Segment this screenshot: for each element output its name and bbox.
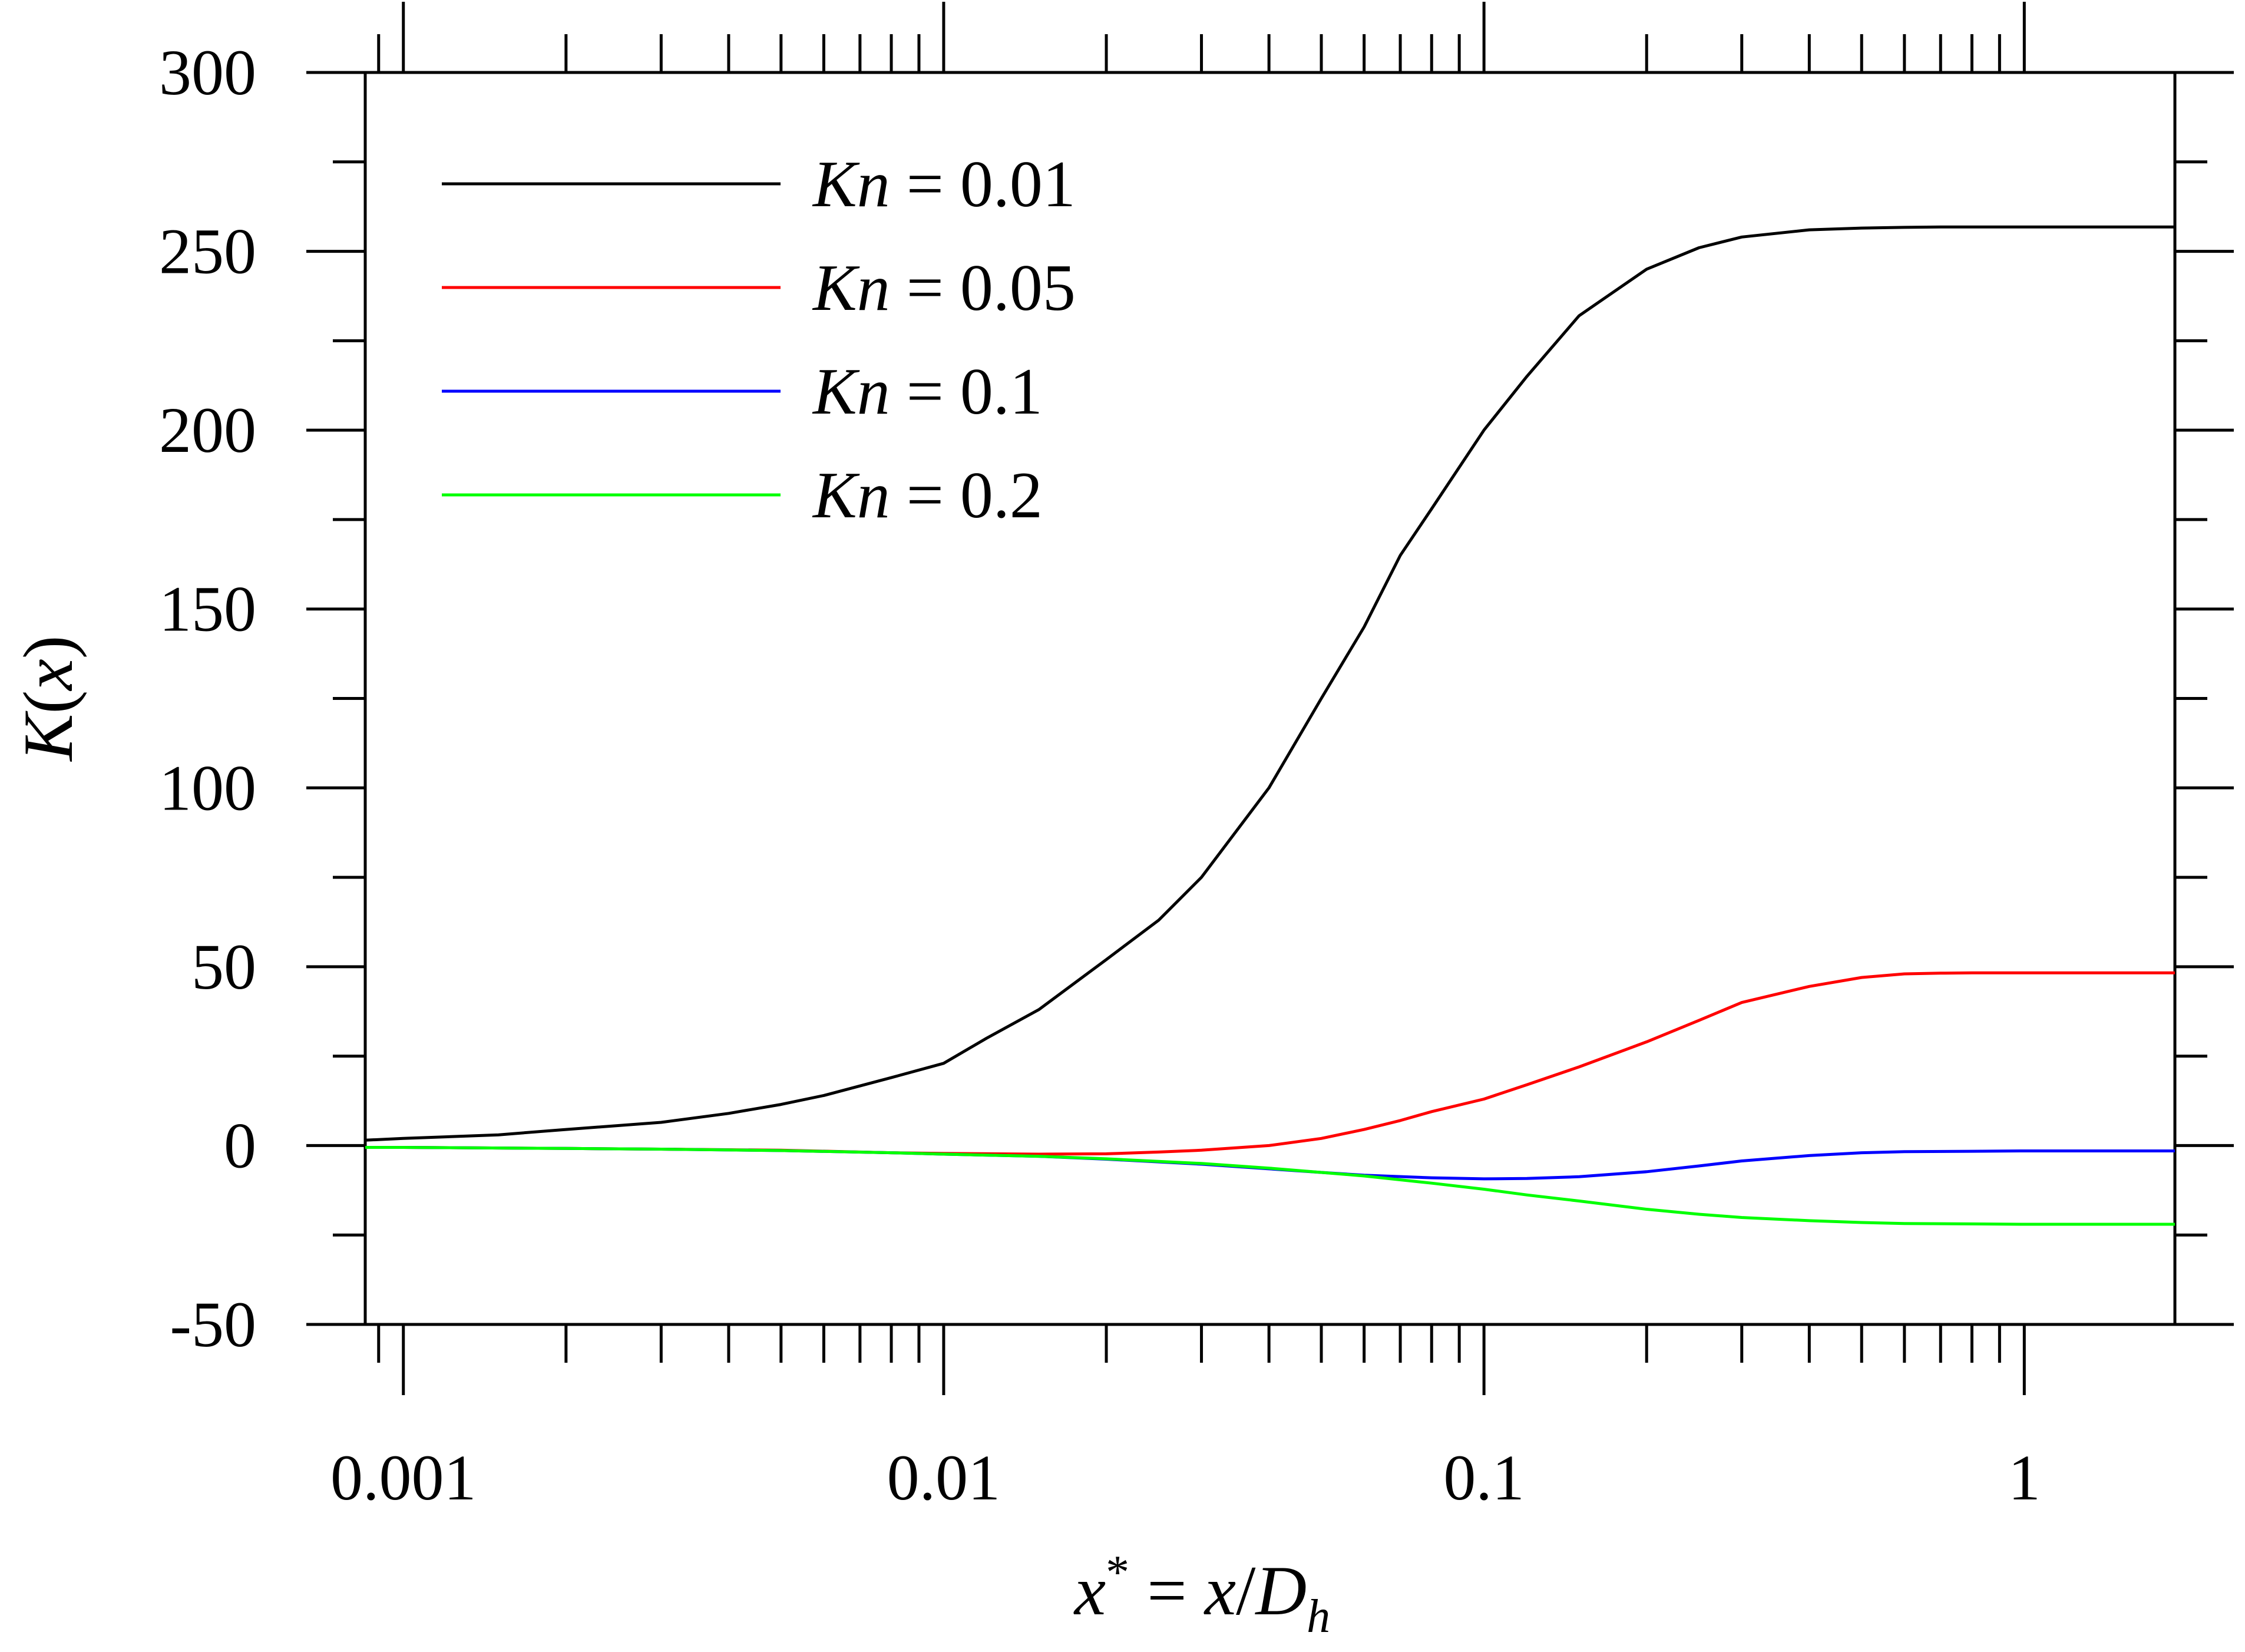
x-axis-title: x* = x/Dh	[1073, 1547, 1330, 1643]
y-tick-label: 50	[191, 931, 256, 1003]
legend-label: Kn = 0.01	[812, 148, 1076, 221]
plot-frame	[363, 71, 2177, 1326]
y-tick-label: -50	[170, 1288, 256, 1360]
legend-label: Kn = 0.1	[812, 355, 1043, 428]
y-axis-title: K(x)	[9, 635, 87, 762]
legend-label: Kn = 0.2	[812, 459, 1043, 532]
y-tick-label: 300	[159, 37, 256, 108]
y-tick-label: 200	[159, 394, 256, 466]
y-tick-label: 100	[159, 752, 256, 824]
tick-labels: 0.001 0.01 0.1 1 -50 0 50 100 150 200 250 300	[159, 37, 2041, 1514]
y-tick-label: 150	[159, 573, 256, 645]
x-tick-label: 0.1	[1443, 1442, 1525, 1514]
y-tick-label: 0	[224, 1109, 256, 1181]
series-lines	[365, 225, 2175, 1226]
x-tick-label: 1	[2008, 1442, 2041, 1514]
series-line	[365, 971, 2175, 1156]
series-line	[365, 1146, 2175, 1226]
x-tick-label: 0.01	[887, 1442, 1001, 1514]
ticks	[306, 2, 2234, 1395]
legend-label: Kn = 0.05	[812, 252, 1076, 325]
series-line	[365, 1146, 2175, 1181]
y-tick-label: 250	[159, 216, 256, 288]
series-line	[365, 225, 2175, 1142]
legend: Kn = 0.01 Kn = 0.05 Kn = 0.1 Kn = 0.2	[442, 148, 1076, 532]
x-tick-label: 0.001	[330, 1442, 477, 1514]
